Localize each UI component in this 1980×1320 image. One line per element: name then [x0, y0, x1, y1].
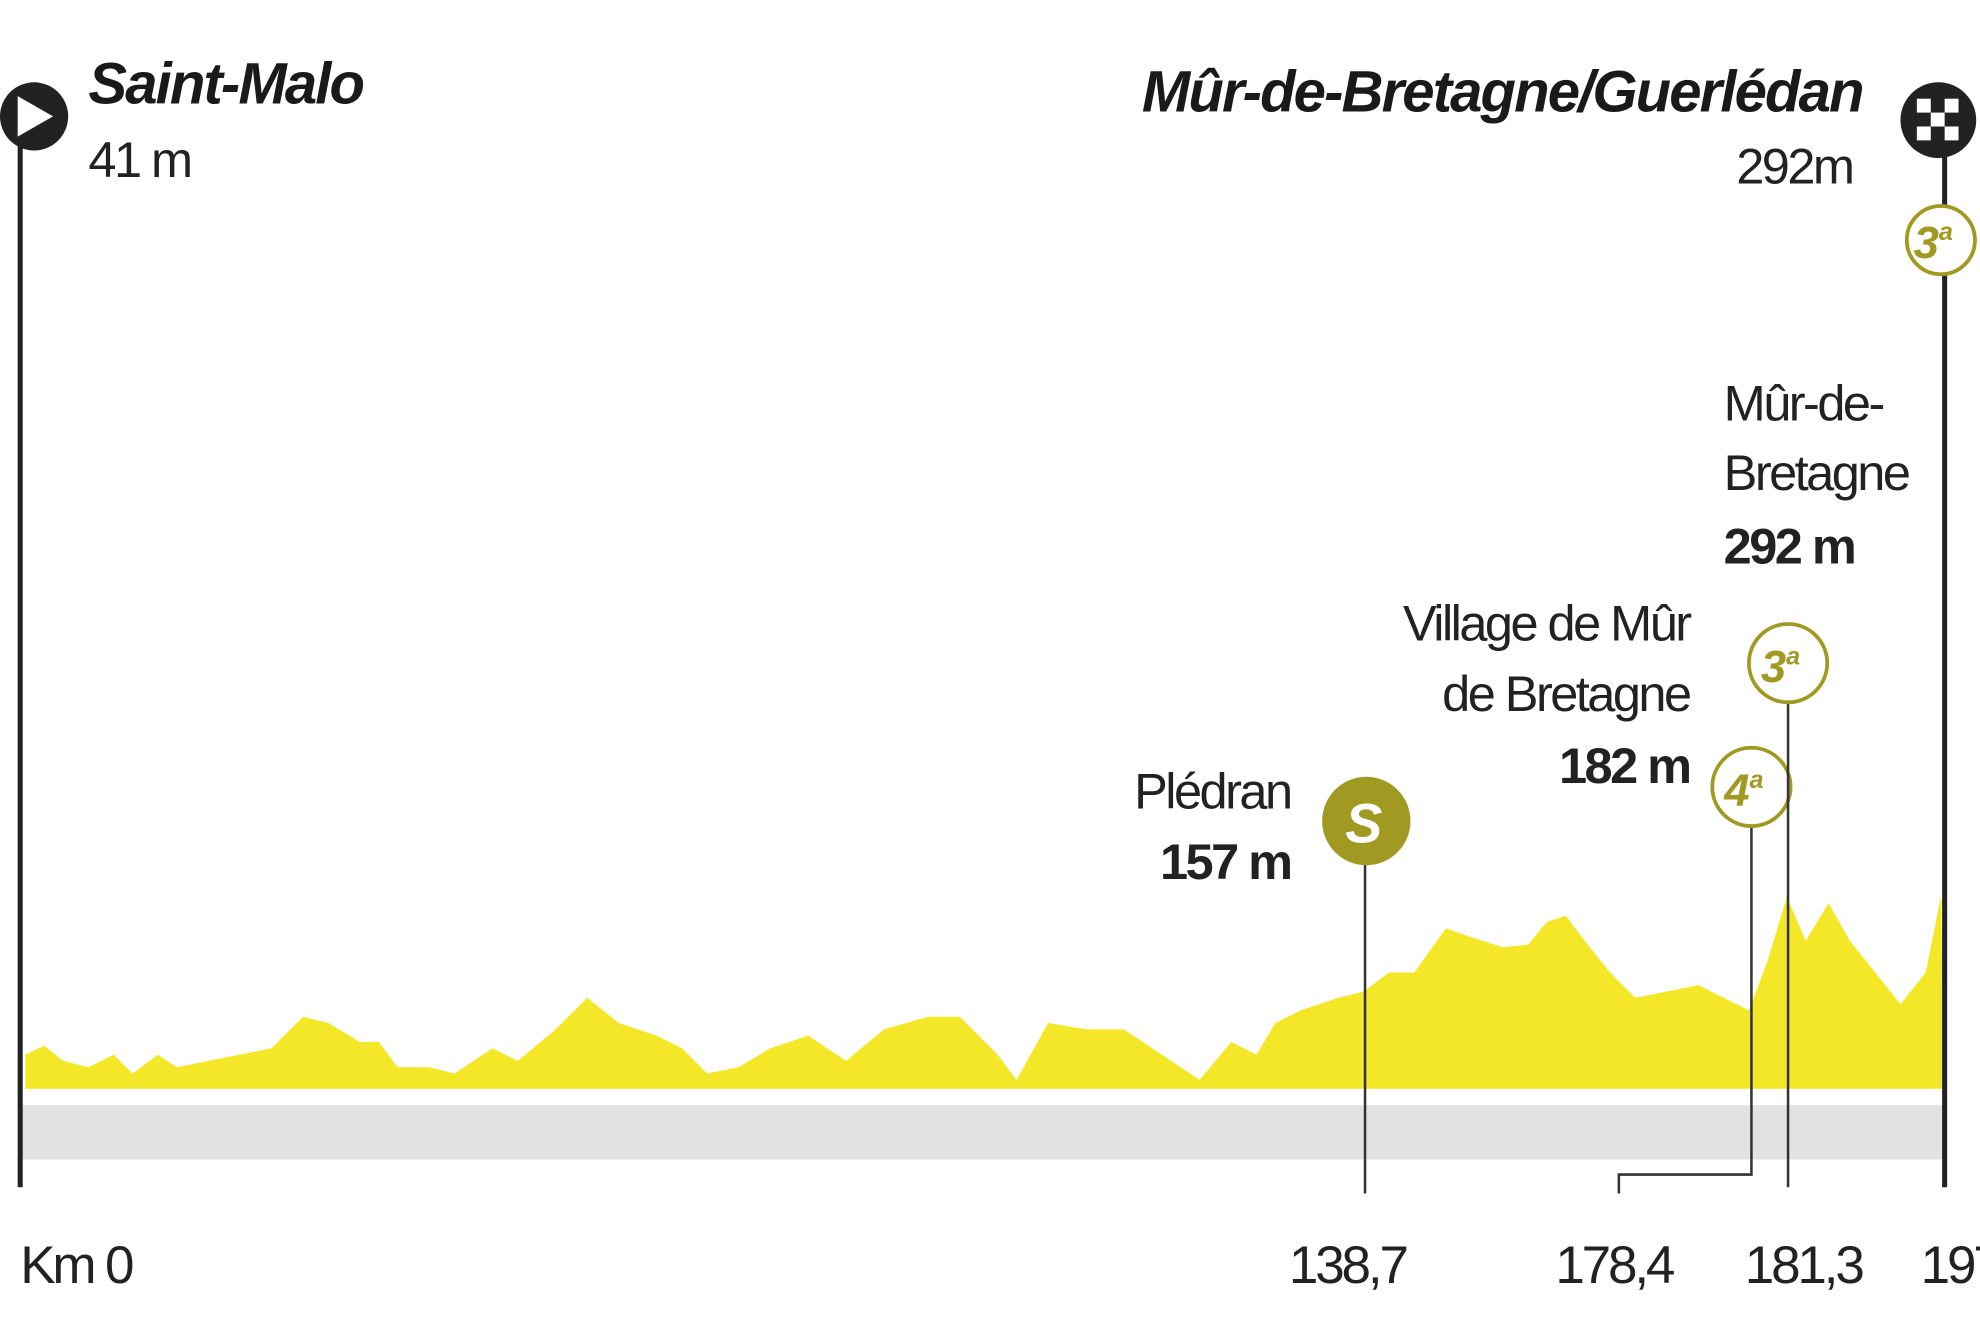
km-label: 197 — [1921, 1236, 1980, 1295]
finish-altitude: 292m — [1736, 137, 1852, 194]
point-altitude: 292 m — [1724, 517, 1855, 574]
start-name: Saint-Malo — [88, 52, 363, 117]
category-badge — [1904, 204, 1977, 277]
point-name: Bretagne — [1724, 444, 1909, 501]
point-altitude: 157 m — [1160, 833, 1291, 890]
km-label: 138,7 — [1289, 1236, 1407, 1295]
elevation-profile — [25, 896, 1945, 1089]
point-altitude: 182 m — [1559, 737, 1690, 794]
category-number: 3 — [1761, 641, 1786, 692]
category-label: 3a — [1914, 217, 1953, 268]
start-arrow — [17, 96, 54, 137]
point-name: Mûr-de- — [1724, 375, 1884, 432]
sprint-badge — [1322, 776, 1411, 866]
finish-name: Mûr-de-Bretagne/Guerlédan — [1142, 59, 1863, 124]
category-number: 4 — [1723, 765, 1749, 816]
finish-flag — [1900, 82, 1977, 159]
point-name: de Bretagne — [1442, 665, 1690, 722]
category-suffix: a — [1939, 218, 1953, 246]
category-badge — [1747, 622, 1830, 705]
category-suffix: a — [1786, 642, 1800, 670]
sprint-label: S — [1345, 792, 1382, 854]
category-label: 4a — [1723, 765, 1763, 816]
category-suffix: a — [1749, 766, 1763, 794]
km-label: 181,3 — [1745, 1236, 1864, 1295]
point-name: Plédran — [1134, 762, 1290, 819]
category-label: 3a — [1761, 641, 1800, 692]
category-number: 3 — [1914, 217, 1939, 268]
start-altitude: 41 m — [88, 131, 190, 188]
km-label: Km 0 — [20, 1236, 133, 1295]
point-name: Village de Mûr — [1403, 594, 1691, 651]
km-label: 178,4 — [1555, 1236, 1674, 1295]
pointer-line — [1617, 821, 1753, 1194]
road-band — [20, 1105, 1945, 1160]
category-badge — [1710, 745, 1793, 828]
